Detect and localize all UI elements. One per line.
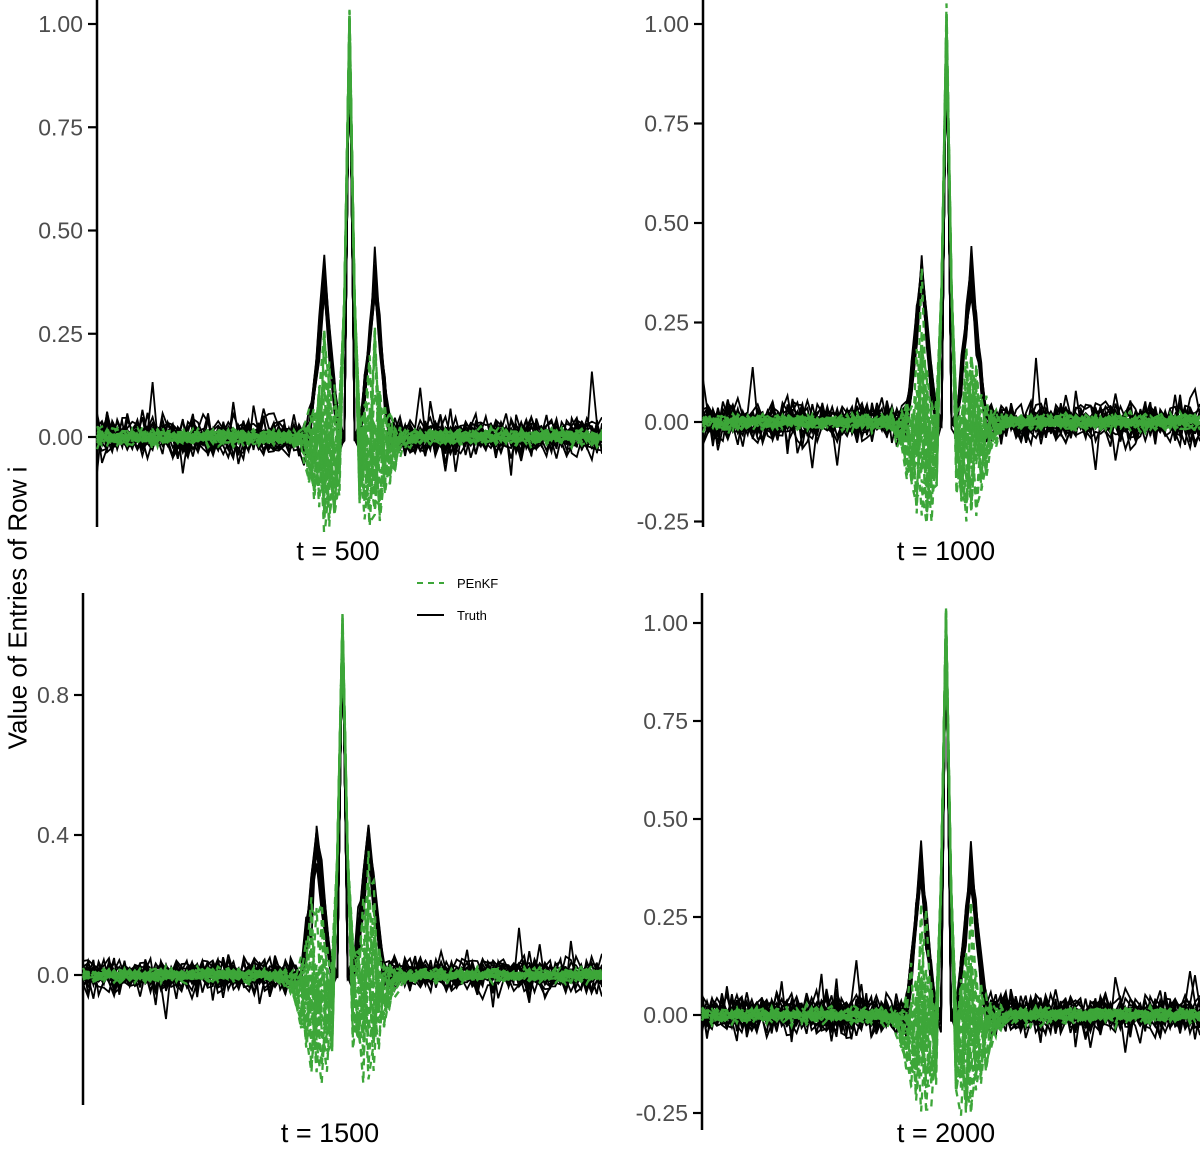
panel-title-t500: t = 500	[296, 536, 380, 566]
panel-title-t2000: t = 2000	[896, 1118, 996, 1148]
penkf-line	[82, 620, 602, 1043]
penkf-line	[82, 622, 602, 1073]
y-tick-label: 0.25	[644, 310, 689, 336]
penkf-line	[82, 619, 602, 1063]
panel-t1000-plot: 1.00 0.75 0.50 0.25 0.00 -0.25	[637, 0, 1200, 533]
y-tick-label: 0.50	[644, 210, 689, 236]
y-axis-label: Value of Entries of Row i	[2, 466, 33, 750]
penkf-line	[701, 622, 1200, 1091]
legend-item-truth: Truth	[417, 602, 498, 628]
y-tick-label: 0.00	[643, 1002, 688, 1028]
legend-item-penkf: PEnKF	[417, 570, 498, 596]
truth-line	[701, 624, 1200, 1043]
y-tick-label: 0.4	[37, 822, 69, 848]
y-tick-label: -0.25	[636, 1100, 688, 1126]
y-tick-label: 0.25	[643, 904, 688, 930]
panel-t500-plot: 1.00 0.75 0.50 0.25 0.00	[38, 0, 602, 532]
penkf-line	[82, 628, 602, 1068]
y-tick-label: 0.00	[644, 409, 689, 435]
panel-title-t1000: t = 1000	[896, 536, 996, 566]
y-tick-label: 1.00	[38, 11, 83, 37]
truth-solid-line-key-icon	[417, 613, 444, 617]
legend-label-penkf: PEnKF	[457, 575, 499, 591]
penkf-line	[82, 627, 602, 1066]
y-tick-label: 0.75	[644, 111, 689, 137]
y-tick-label: 1.00	[644, 11, 689, 37]
penkf-line	[96, 29, 602, 512]
legend: PEnKF Truth	[417, 570, 498, 634]
penkf-line	[82, 626, 602, 1073]
y-tick-label: 0.25	[38, 321, 83, 347]
panel-t1500-plot: 0.8 0.4 0.0	[37, 593, 602, 1105]
y-tick-label: 0.50	[38, 218, 83, 244]
y-tick-label: 0.00	[38, 424, 83, 450]
y-tick-label: 1.00	[643, 610, 688, 636]
penkf-line	[702, 16, 1200, 507]
y-tick-label: 0.75	[38, 114, 83, 140]
y-tick-label: 0.75	[643, 708, 688, 734]
penkf-line	[81, 633, 602, 1057]
penkf-dashed-line-key-icon	[417, 581, 444, 585]
penkf-line	[96, 35, 602, 483]
y-tick-label: 0.0	[37, 962, 69, 988]
penkf-line	[82, 625, 602, 1084]
penkf-line	[82, 632, 602, 1066]
penkf-line	[82, 626, 602, 1067]
penkf-line	[701, 627, 1200, 1088]
penkf-line	[82, 628, 602, 1085]
panel-title-t1500: t = 1500	[280, 1118, 380, 1148]
y-tick-label: 0.8	[37, 682, 69, 708]
y-tick-label: 0.50	[643, 806, 688, 832]
panel-t2000-plot: 1.00 0.75 0.50 0.25 0.00 -0.25	[636, 593, 1200, 1130]
penkf-line	[702, 17, 1200, 508]
y-tick-label: -0.25	[637, 509, 689, 533]
penkf-line	[96, 9, 602, 527]
legend-label-truth: Truth	[457, 607, 487, 623]
penkf-line	[96, 24, 602, 502]
